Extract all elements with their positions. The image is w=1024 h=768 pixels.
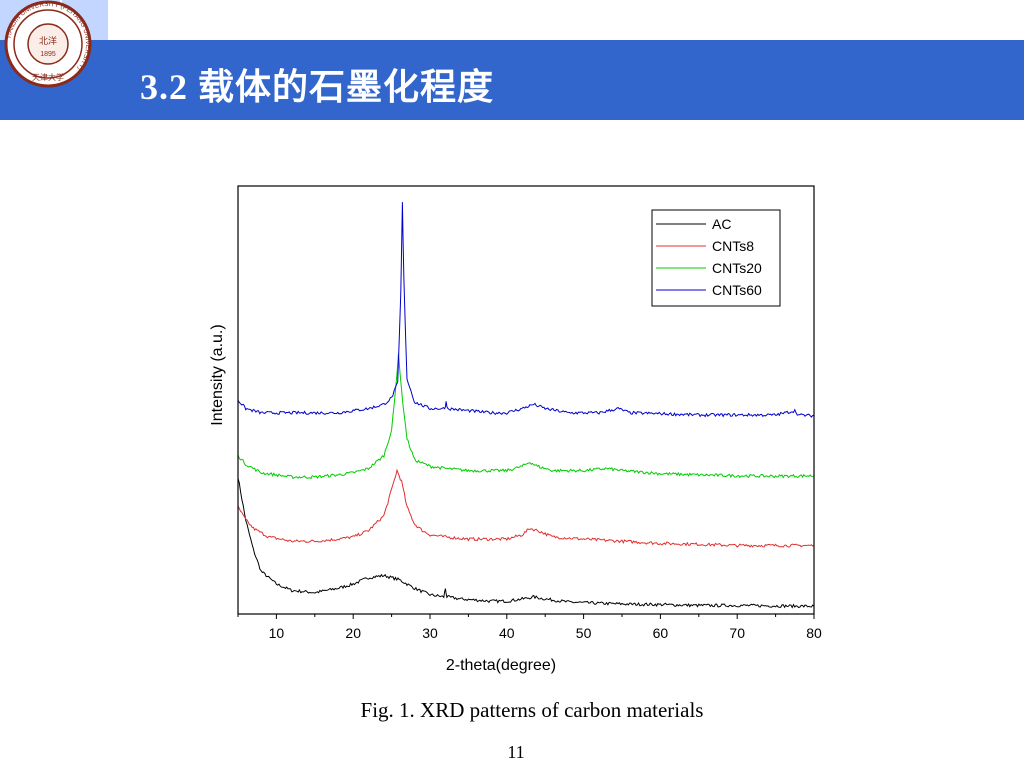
page-number: 11 xyxy=(507,742,525,762)
header-band xyxy=(0,40,1024,120)
svg-text:1895: 1895 xyxy=(40,51,56,58)
x-tick-label: 60 xyxy=(653,625,669,641)
legend-label-cnts8: CNTs8 xyxy=(712,238,754,254)
x-tick-label: 20 xyxy=(345,625,361,641)
series-line-ac xyxy=(237,478,815,609)
x-tick-label: 80 xyxy=(806,625,822,641)
y-axis-label: Intensity (a.u.) xyxy=(209,324,226,425)
series-line-cnts20 xyxy=(237,353,815,480)
x-tick-label: 70 xyxy=(729,625,745,641)
svg-text:北洋: 北洋 xyxy=(39,35,57,47)
legend-label-ac: AC xyxy=(712,216,731,232)
legend-label-cnts60: CNTs60 xyxy=(712,282,762,298)
x-tick-label: 50 xyxy=(576,625,592,641)
x-tick-label: 10 xyxy=(269,625,285,641)
figure-caption: Fig. 1. XRD patterns of carbon materials xyxy=(360,698,704,722)
x-tick-label: 40 xyxy=(499,625,515,641)
x-tick-label: 30 xyxy=(422,625,438,641)
series-line-cnts8 xyxy=(237,468,815,548)
plot-frame xyxy=(237,185,815,615)
legend: AC CNTs8 CNTs20 CNTs60 xyxy=(651,209,781,307)
slide-title: 3.2 载体的石墨化程度 xyxy=(140,67,495,107)
x-axis-label: 2-theta(degree) xyxy=(446,657,556,674)
series-line-cnts60 xyxy=(237,202,815,418)
university-seal-icon: TIANJIN UNIVERSITY (PEIYANG UNIVERSITY) … xyxy=(4,0,92,88)
svg-text:天津大学: 天津大学 xyxy=(32,72,64,82)
legend-label-cnts20: CNTs20 xyxy=(712,260,762,276)
